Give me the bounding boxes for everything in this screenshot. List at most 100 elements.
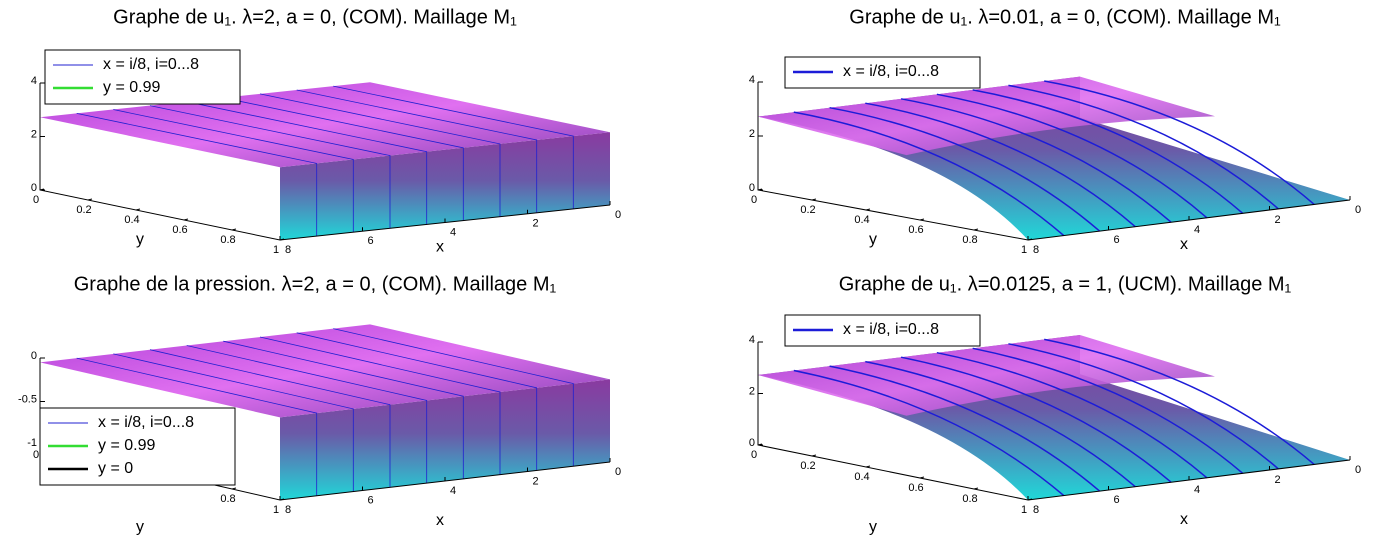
y-tick-label: 0.6 — [908, 482, 923, 494]
y-tick — [1027, 238, 1033, 241]
surface-line — [149, 349, 391, 488]
x-tick-label: 8 — [1033, 504, 1039, 516]
chart-title: Graphe de la pression. λ=2, a = 0, (COM)… — [74, 273, 557, 295]
x-tick-label: 6 — [1113, 234, 1119, 246]
y-tick-label: 0.4 — [854, 214, 869, 226]
z-tick-label: -0.5 — [18, 393, 37, 405]
legend-box — [44, 49, 241, 105]
y-tick-label: 0.4 — [854, 471, 869, 483]
surface-line — [76, 357, 318, 496]
x-tick-label: 4 — [450, 485, 456, 497]
y-tick — [757, 188, 763, 191]
panel: Graphe de u₁. λ=2, a = 0, (COM). Maillag… — [31, 6, 621, 256]
surface-line — [936, 93, 1208, 219]
y-tick — [231, 228, 237, 231]
y-tick-label: 0.2 — [76, 204, 91, 216]
x-tick-label: 8 — [1033, 244, 1039, 256]
surface-line — [972, 89, 1244, 214]
y-tick — [811, 454, 817, 457]
y-tick — [87, 198, 93, 201]
z-tick-label: 0 — [31, 350, 37, 362]
y-axis-label: y — [136, 519, 144, 536]
surface-top — [758, 76, 1215, 156]
legend-label: x = i/8, i=0...8 — [843, 321, 939, 338]
y-tick — [919, 218, 925, 221]
x-tick-label: 0 — [615, 209, 621, 221]
surface-line — [900, 98, 1172, 223]
y-tick — [135, 208, 141, 211]
surface-line — [936, 351, 1208, 479]
y-tick — [279, 498, 285, 501]
surface-line — [333, 85, 574, 209]
y-tick-label: 0.8 — [962, 234, 977, 246]
panel: Graphe de u₁. λ=0.0125, a = 1, (UCM). Ma… — [749, 273, 1361, 535]
y-tick — [811, 198, 817, 201]
x-tick-label: 4 — [450, 226, 456, 238]
y-axis-label: y — [869, 231, 877, 248]
legend-label: x = i/8, i=0...8 — [843, 63, 939, 80]
legend: x = i/8, i=0...8 y = 0.99 — [44, 49, 241, 105]
surface-line — [829, 365, 1101, 492]
x-tick-label: 2 — [532, 475, 538, 487]
z-tick-label: 0 — [749, 182, 755, 194]
z-tick-label: -1 — [27, 437, 37, 449]
surface-line — [259, 336, 501, 475]
y-tick-label: 0.6 — [172, 224, 187, 236]
y-tick-label: 0.8 — [962, 493, 977, 505]
y-tick-label: 0 — [751, 194, 757, 206]
y-tick-label: 0.4 — [124, 214, 139, 226]
x-tick-label: 2 — [532, 218, 538, 230]
x-tick-label: 4 — [1194, 224, 1200, 236]
y-tick-label: 0.2 — [800, 460, 815, 472]
surface-line — [829, 106, 1101, 232]
y-axis-label: y — [136, 231, 144, 248]
y-tick — [973, 228, 979, 231]
x-axis-label: x — [436, 512, 444, 529]
x-axis-label: x — [1180, 511, 1188, 528]
surface-line — [1008, 343, 1279, 470]
legend-label: x = i/8, i=0...8 — [98, 414, 194, 431]
surface-line — [149, 105, 391, 229]
y-tick-label: 0 — [33, 194, 39, 206]
surface-line — [296, 89, 538, 213]
z-tick-label: 4 — [749, 334, 755, 346]
x-axis-label: x — [436, 239, 444, 256]
legend-label: y = 0.99 — [98, 437, 155, 454]
legend-label: x = i/8, i=0...8 — [103, 56, 199, 73]
surface-line — [76, 113, 318, 237]
chart-title: Graphe de u₁. λ=0.01, a = 0, (COM). Mail… — [849, 6, 1281, 28]
x-tick-label: 8 — [285, 504, 291, 516]
y-tick — [279, 238, 285, 241]
y-tick-label: 0.2 — [800, 204, 815, 216]
y-tick-label: 1 — [273, 504, 279, 516]
legend: x = i/8, i=0...8 — [784, 56, 981, 89]
x-tick-label: 6 — [367, 235, 373, 247]
x-tick-label: 6 — [1113, 494, 1119, 506]
surface-line — [865, 360, 1136, 488]
surface-top — [758, 335, 1215, 416]
chart-title: Graphe de u₁. λ=0.0125, a = 1, (UCM). Ma… — [839, 273, 1292, 295]
x-axis-label: x — [1180, 236, 1188, 253]
surface-line — [972, 347, 1244, 474]
y-tick — [757, 443, 763, 446]
panel: Graphe de la pression. λ=2, a = 0, (COM)… — [18, 273, 621, 535]
y-tick — [231, 487, 237, 490]
surface-line — [259, 93, 501, 217]
y-tick-label: 0.6 — [908, 224, 923, 236]
y-tick — [919, 476, 925, 479]
z-tick-label: 2 — [31, 128, 37, 140]
z-tick-label: 0 — [749, 437, 755, 449]
y-tick — [183, 218, 189, 221]
x-tick-label: 0 — [1355, 464, 1361, 476]
panel: Graphe de u₁. λ=0.01, a = 0, (COM). Mail… — [749, 6, 1361, 256]
x-tick-label: 8 — [285, 244, 291, 256]
surface-line — [793, 369, 1065, 497]
z-tick-label: 2 — [749, 128, 755, 140]
surface-line — [900, 356, 1172, 483]
z-tick-label: 0 — [31, 182, 37, 194]
surface-line — [223, 97, 464, 221]
surface-line — [186, 345, 428, 484]
legend: x = i/8, i=0...8 y = 0.99 y = 0 — [39, 407, 236, 486]
surface-line — [1008, 84, 1279, 210]
